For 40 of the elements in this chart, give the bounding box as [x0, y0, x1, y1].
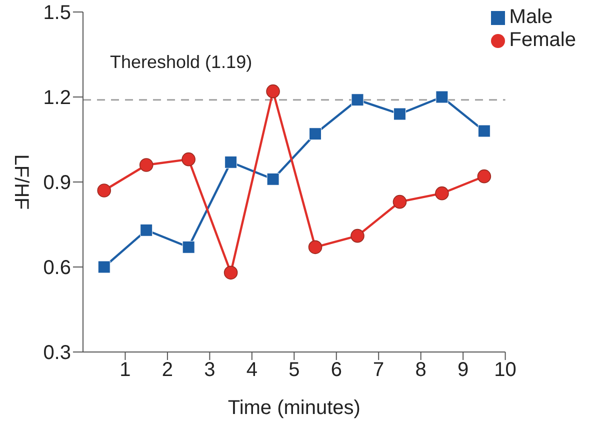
x-tick-label: 1 [120, 359, 131, 382]
x-tick-label: 9 [458, 359, 469, 382]
point [309, 128, 322, 140]
x-tick-label: 2 [162, 359, 174, 382]
point [477, 169, 492, 184]
point [392, 194, 407, 209]
point [98, 260, 110, 274]
point [140, 224, 153, 236]
y-tick-label: 0.6 [43, 257, 71, 280]
y-tick-label: 1.2 [43, 87, 71, 110]
point [182, 240, 195, 254]
y-tick-label: 0.9 [43, 172, 71, 194]
ref-line-label: Thereshold (1.19) [110, 52, 252, 72]
x-tick-label: 6 [330, 359, 342, 382]
x-tick-label: 4 [246, 359, 258, 382]
point [224, 156, 238, 168]
point [97, 184, 112, 198]
x-tick-label: 3 [204, 359, 216, 382]
y-tick-label: 0.3 [43, 342, 71, 364]
point [224, 266, 238, 280]
legend-label: Female [509, 29, 576, 51]
point [139, 158, 154, 172]
point [182, 152, 196, 166]
x-axis-title: Time (minutes) [228, 397, 360, 419]
point [308, 240, 322, 254]
x-tick-label: 5 [288, 359, 300, 382]
point [266, 84, 280, 98]
point [350, 228, 364, 243]
point [393, 108, 406, 120]
legend-label: Male [509, 6, 553, 28]
y-axis-title: LF/HF [10, 154, 32, 210]
point [351, 94, 364, 106]
x-tick-label: 7 [373, 359, 384, 382]
point [266, 172, 280, 186]
x-tick-label: 8 [415, 359, 426, 382]
x-tick-label: 10 [494, 359, 516, 382]
point [436, 90, 448, 104]
y-tick-label: 1.5 [43, 2, 71, 24]
point [478, 124, 490, 138]
point [435, 186, 449, 200]
